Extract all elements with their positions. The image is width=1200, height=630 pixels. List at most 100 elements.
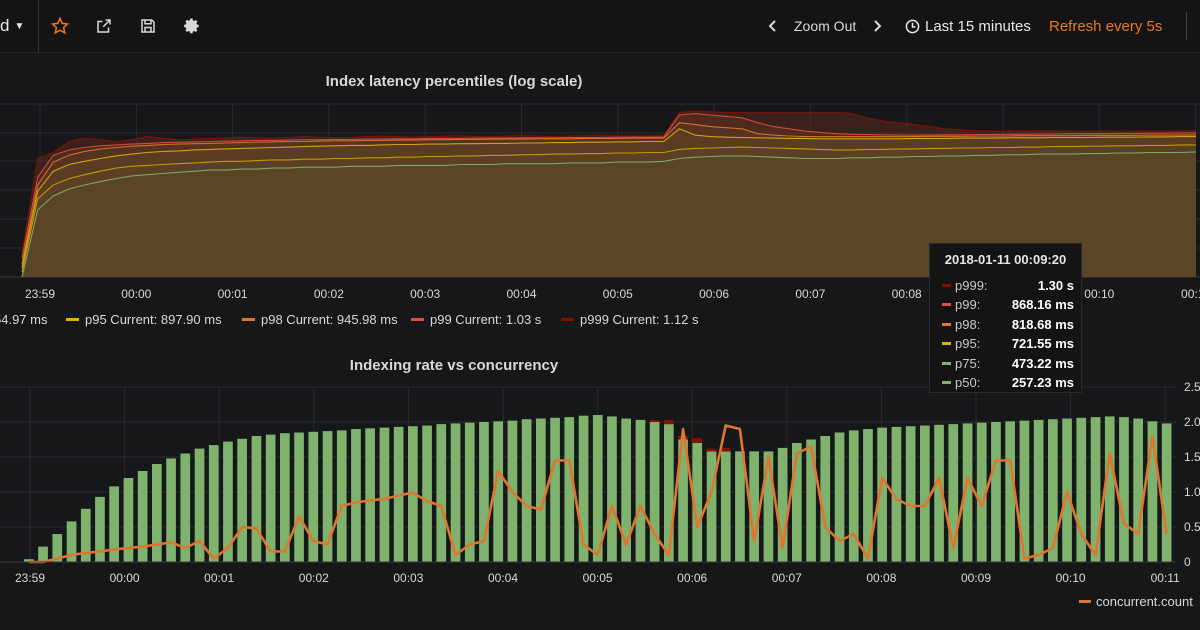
bar xyxy=(607,416,617,562)
tooltip-row: p75: 473.22 ms xyxy=(942,354,1074,372)
concurrency-legend[interactable]: concurrent.count xyxy=(1079,594,1193,609)
bar xyxy=(1076,417,1087,562)
x-tick-label: 00:10 xyxy=(1056,571,1086,585)
x-tick-label: 00:01 xyxy=(204,571,234,585)
bar xyxy=(1119,417,1129,562)
save-icon[interactable] xyxy=(136,14,160,38)
star-icon[interactable] xyxy=(48,14,72,38)
time-range-label: Last 15 minutes xyxy=(925,17,1031,35)
line-p75 xyxy=(21,144,1196,273)
bar-secondary xyxy=(649,419,660,422)
bar xyxy=(1019,420,1030,562)
caret-down-icon: ▼ xyxy=(14,20,25,32)
legend-label: p95 Current: 897.90 ms xyxy=(85,312,222,327)
bar xyxy=(578,415,589,562)
tooltip-row: p50: 257.23 ms xyxy=(942,374,1074,392)
latency-chart: 23:59 00:00 00:01 00:02 00:03 00:04 00:05 00:06… xyxy=(0,103,1200,301)
gear-icon[interactable] xyxy=(180,14,204,38)
bar xyxy=(166,458,176,562)
bar xyxy=(379,427,390,562)
tooltip-swatch xyxy=(942,381,951,384)
legend-label: p98 Current: 945.98 ms xyxy=(261,312,398,327)
top-navbar: d ▼ Zoom Out Last 15 minutes Refresh eve… xyxy=(0,0,1200,53)
legend-item-p75[interactable]: 54.97 ms xyxy=(0,312,53,327)
tooltip-series-value: 1.30 s xyxy=(1037,277,1074,293)
legend-swatch xyxy=(411,318,424,321)
tooltip-row: p99: 868.16 ms xyxy=(942,296,1074,314)
bar xyxy=(1033,419,1044,562)
bar xyxy=(1147,421,1158,562)
x-tick-label: 00:03 xyxy=(393,571,423,585)
legend-swatch xyxy=(242,318,255,321)
tooltip-series-name: p50: xyxy=(955,375,981,390)
bar xyxy=(792,443,802,562)
bar xyxy=(1133,418,1143,562)
tooltip-swatch xyxy=(942,283,951,287)
bar xyxy=(706,451,717,562)
x-tick-label: 23:59 xyxy=(15,571,45,585)
legend-item-p98[interactable]: p98 Current: 945.98 ms xyxy=(242,312,404,327)
x-tick-label: 00:05 xyxy=(583,571,613,585)
x-tick-label: 00:11 xyxy=(1181,287,1200,301)
tooltip-row: p95: 721.55 ms xyxy=(942,335,1074,353)
x-tick-label: 00:02 xyxy=(299,571,329,585)
bar xyxy=(180,453,191,562)
bar xyxy=(848,430,859,562)
bar-secondary xyxy=(692,438,703,443)
tooltip-swatch xyxy=(942,322,951,326)
tooltip-series-name: p99: xyxy=(955,297,981,312)
bar xyxy=(735,451,745,562)
refresh-interval-button[interactable]: Refresh every 5s xyxy=(1049,14,1162,38)
bar xyxy=(24,559,34,562)
legend-label-concurrent: concurrent.count xyxy=(1096,594,1193,609)
bar xyxy=(450,423,461,562)
legend-item-p999[interactable]: p999 Current: 1.12 s xyxy=(561,312,705,327)
bar xyxy=(38,546,48,562)
x-tick-label: 00:08 xyxy=(866,571,896,585)
tooltip-series-value: 257.23 ms xyxy=(1011,375,1074,390)
bar xyxy=(493,421,503,562)
bar xyxy=(464,422,475,562)
refresh-label: Refresh every 5s xyxy=(1049,17,1163,35)
x-tick-label: 00:05 xyxy=(603,287,633,301)
bar xyxy=(308,431,319,562)
bar xyxy=(1048,419,1058,562)
line-p99 xyxy=(21,113,1196,259)
bar xyxy=(280,433,290,562)
bar xyxy=(322,431,333,562)
chevron-right-icon[interactable] xyxy=(870,19,884,33)
bar xyxy=(820,436,831,562)
x-tick-label: 00:04 xyxy=(488,571,518,585)
bar xyxy=(777,447,788,562)
share-icon[interactable] xyxy=(92,14,116,38)
line-concurrent-count xyxy=(28,424,1168,564)
bar xyxy=(962,423,973,562)
indexing-panel-title[interactable]: Indexing rate vs concurrency xyxy=(349,357,559,374)
latency-panel-title[interactable]: Index latency percentiles (log scale) xyxy=(325,73,583,90)
legend-swatch xyxy=(66,318,79,321)
x-tick-label: 00:06 xyxy=(699,287,729,301)
time-range-picker[interactable]: Last 15 minutes xyxy=(905,14,1031,38)
bar xyxy=(237,438,247,562)
zoom-out-button[interactable]: Zoom Out xyxy=(794,18,857,34)
chevron-left-icon[interactable] xyxy=(766,19,780,33)
legend-item-p99[interactable]: p99 Current: 1.03 s xyxy=(411,312,547,327)
dashboard-picker[interactable]: d ▼ xyxy=(0,0,39,52)
bar xyxy=(1104,416,1115,562)
x-tick-label: 00:03 xyxy=(410,287,440,301)
legend-swatch xyxy=(1079,600,1091,603)
bar xyxy=(365,428,375,562)
bar xyxy=(194,448,205,562)
bar xyxy=(564,417,575,562)
navbar-right-button[interactable] xyxy=(1186,12,1200,40)
bar xyxy=(976,422,987,562)
legend-label: 54.97 ms xyxy=(0,312,48,327)
tooltip-series-value: 818.68 ms xyxy=(1011,316,1074,332)
x-tick-label: 00:09 xyxy=(961,571,991,585)
tooltip-row: p999: 1.30 s xyxy=(942,276,1074,294)
y-tick-label: 0 xyxy=(1184,555,1191,569)
bar xyxy=(80,508,91,562)
bar xyxy=(109,486,119,562)
legend-item-p95[interactable]: p95 Current: 897.90 ms xyxy=(66,312,228,327)
tooltip-swatch xyxy=(942,342,951,345)
